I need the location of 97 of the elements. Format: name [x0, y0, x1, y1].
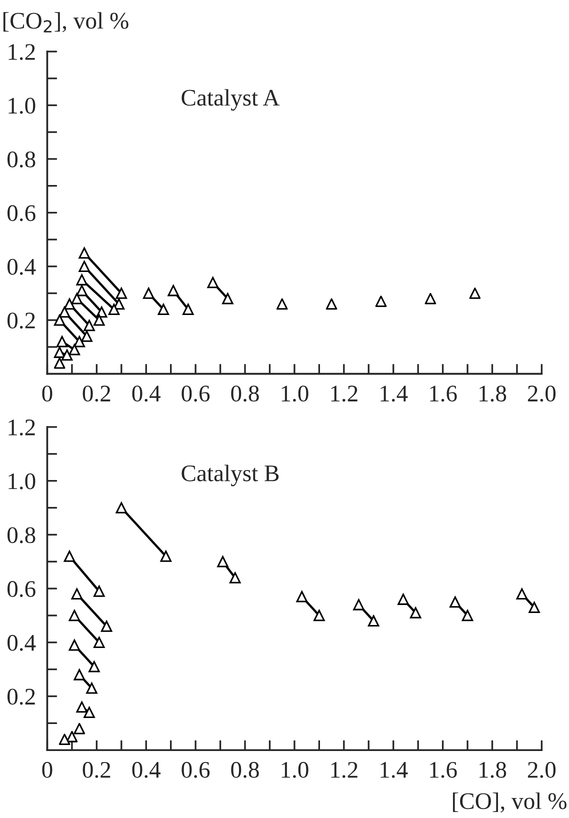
y-tick-label: 0.2	[8, 312, 35, 329]
point	[108, 304, 120, 315]
x-tick-label: 1.2	[331, 762, 358, 778]
y-tick-label: 0.4	[8, 258, 36, 275]
point	[84, 706, 95, 718]
point	[168, 284, 179, 296]
x-axis-title: [CO], vol %	[452, 792, 566, 813]
point	[81, 330, 92, 342]
x-tick-label: 0.2	[82, 386, 110, 402]
point	[368, 615, 380, 626]
point	[217, 556, 228, 568]
y-tick-label: 1.2	[8, 420, 35, 436]
point	[229, 572, 241, 584]
point	[66, 730, 78, 742]
x-tick-label: 1.0	[282, 762, 308, 778]
point	[94, 314, 105, 326]
x-tick-label: 0.2	[82, 762, 110, 778]
point	[68, 344, 80, 356]
y-tick-label: 0.4	[8, 634, 36, 651]
x-tick-label: 1.4	[380, 386, 408, 402]
x-tick-label: 0.4	[132, 762, 161, 778]
x-tick-label: 1.0	[282, 386, 308, 402]
point	[469, 288, 481, 299]
point	[528, 602, 540, 614]
y-tick-label: 0.2	[8, 688, 35, 705]
x-tick-label: 0.8	[231, 386, 259, 402]
point	[462, 610, 474, 622]
x-tick-label: 2.0	[528, 762, 556, 778]
point	[71, 588, 83, 600]
y-tick-label: 0.6	[8, 205, 36, 222]
y-tick-label: 1.2	[8, 44, 35, 60]
point	[61, 349, 73, 361]
x-tick-label: 0	[42, 386, 52, 402]
point	[375, 296, 387, 307]
point	[54, 346, 66, 358]
y-tick-label: 1.0	[8, 98, 36, 114]
annotation: Catalyst A	[182, 89, 280, 111]
y-axis-title: [CO$_{2}$], vol %	[3, 12, 128, 32]
point	[516, 588, 528, 600]
x-tick-label: 1.6	[430, 762, 457, 778]
point	[76, 701, 88, 713]
point	[78, 260, 90, 272]
point	[207, 276, 218, 288]
point	[68, 610, 80, 622]
x-tick-label: 1.8	[480, 762, 506, 778]
point	[71, 293, 83, 304]
point	[116, 502, 128, 514]
point	[56, 336, 68, 348]
point	[410, 607, 422, 618]
point	[398, 594, 409, 605]
x-tick-label: 0	[42, 762, 52, 778]
point	[76, 284, 88, 296]
x-tick-label: 1.8	[480, 386, 506, 402]
point	[326, 298, 338, 310]
point	[353, 599, 364, 610]
point	[296, 591, 308, 602]
point	[88, 661, 100, 672]
x-tick-label: 1.6	[430, 386, 457, 402]
point	[100, 620, 112, 632]
point	[314, 610, 325, 622]
point	[74, 669, 85, 680]
point	[116, 288, 128, 299]
point	[84, 320, 95, 332]
x-tick-label: 0.6	[182, 386, 210, 402]
annotation: Catalyst B	[182, 464, 279, 486]
point	[424, 292, 436, 304]
x-tick-label: 1.2	[331, 386, 358, 402]
point	[54, 357, 66, 369]
point	[142, 288, 154, 299]
point	[182, 304, 194, 315]
y-tick-label: 0.8	[8, 151, 36, 168]
point	[58, 734, 70, 746]
point	[58, 306, 70, 318]
y-tick-label: 0.8	[8, 527, 36, 544]
point	[74, 336, 85, 348]
point	[222, 293, 234, 304]
point	[94, 636, 105, 648]
x-tick-label: 0.4	[132, 386, 161, 402]
point	[160, 550, 172, 562]
y-tick-label: 0.6	[8, 581, 36, 598]
point	[54, 314, 66, 326]
point	[74, 722, 86, 734]
point	[86, 682, 98, 694]
point	[68, 639, 80, 651]
point	[450, 596, 461, 608]
x-tick-label: 0.6	[182, 762, 210, 778]
y-tick-label: 1.0	[8, 473, 36, 490]
point	[64, 298, 76, 310]
x-tick-label: 2.0	[528, 386, 556, 402]
point	[78, 247, 90, 259]
point	[76, 274, 88, 286]
point	[94, 586, 105, 597]
point	[64, 550, 76, 562]
x-tick-label: 1.4	[380, 762, 408, 778]
point	[158, 304, 170, 315]
point	[276, 298, 288, 310]
x-tick-label: 0.8	[231, 762, 259, 778]
